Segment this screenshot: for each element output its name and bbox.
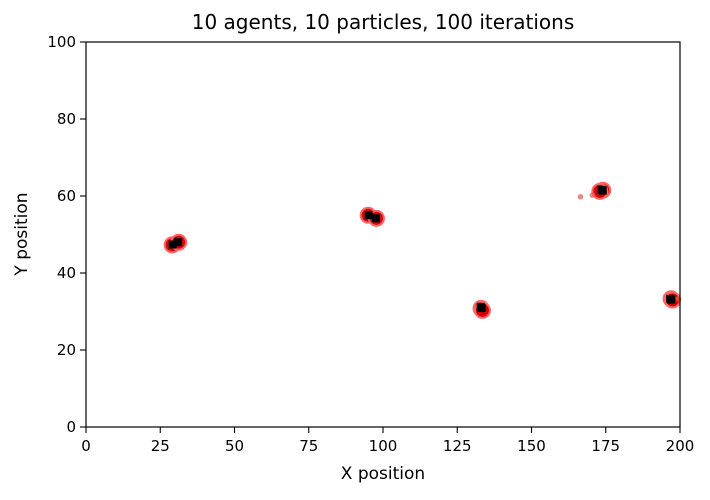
- agent-point: [168, 240, 177, 249]
- y-tick-label: 40: [57, 264, 76, 282]
- x-tick-label: 75: [299, 437, 318, 455]
- x-tick-label: 0: [81, 437, 91, 455]
- x-tick-label: 150: [517, 437, 546, 455]
- x-tick-label: 25: [151, 437, 170, 455]
- chart-title: 10 agents, 10 particles, 100 iterations: [192, 10, 575, 34]
- agent-point: [174, 238, 183, 247]
- trail-point: [577, 193, 584, 200]
- x-tick-label: 100: [369, 437, 398, 455]
- x-tick-label: 175: [591, 437, 620, 455]
- y-tick-label: 20: [57, 341, 76, 359]
- x-tick-label: 200: [666, 437, 695, 455]
- y-axis-ticks: 0 20 40 60 80 100: [47, 33, 86, 436]
- agent-point: [667, 295, 676, 304]
- x-axis-ticks: 0 25 50 75 100 125 150 175 200: [81, 427, 694, 455]
- y-tick-label: 0: [66, 418, 76, 436]
- y-tick-label: 80: [57, 110, 76, 128]
- agent-point: [364, 211, 373, 220]
- x-axis-label: X position: [341, 464, 425, 484]
- x-tick-label: 50: [225, 437, 244, 455]
- trail-point: [589, 192, 596, 199]
- agent-point: [597, 185, 606, 194]
- y-axis-label: Y position: [12, 192, 32, 276]
- x-tick-label: 125: [443, 437, 472, 455]
- y-tick-label: 60: [57, 187, 76, 205]
- agent-point: [371, 214, 380, 223]
- y-tick-label: 100: [47, 33, 76, 51]
- plot-marks: [163, 181, 682, 319]
- agent-point: [477, 304, 486, 313]
